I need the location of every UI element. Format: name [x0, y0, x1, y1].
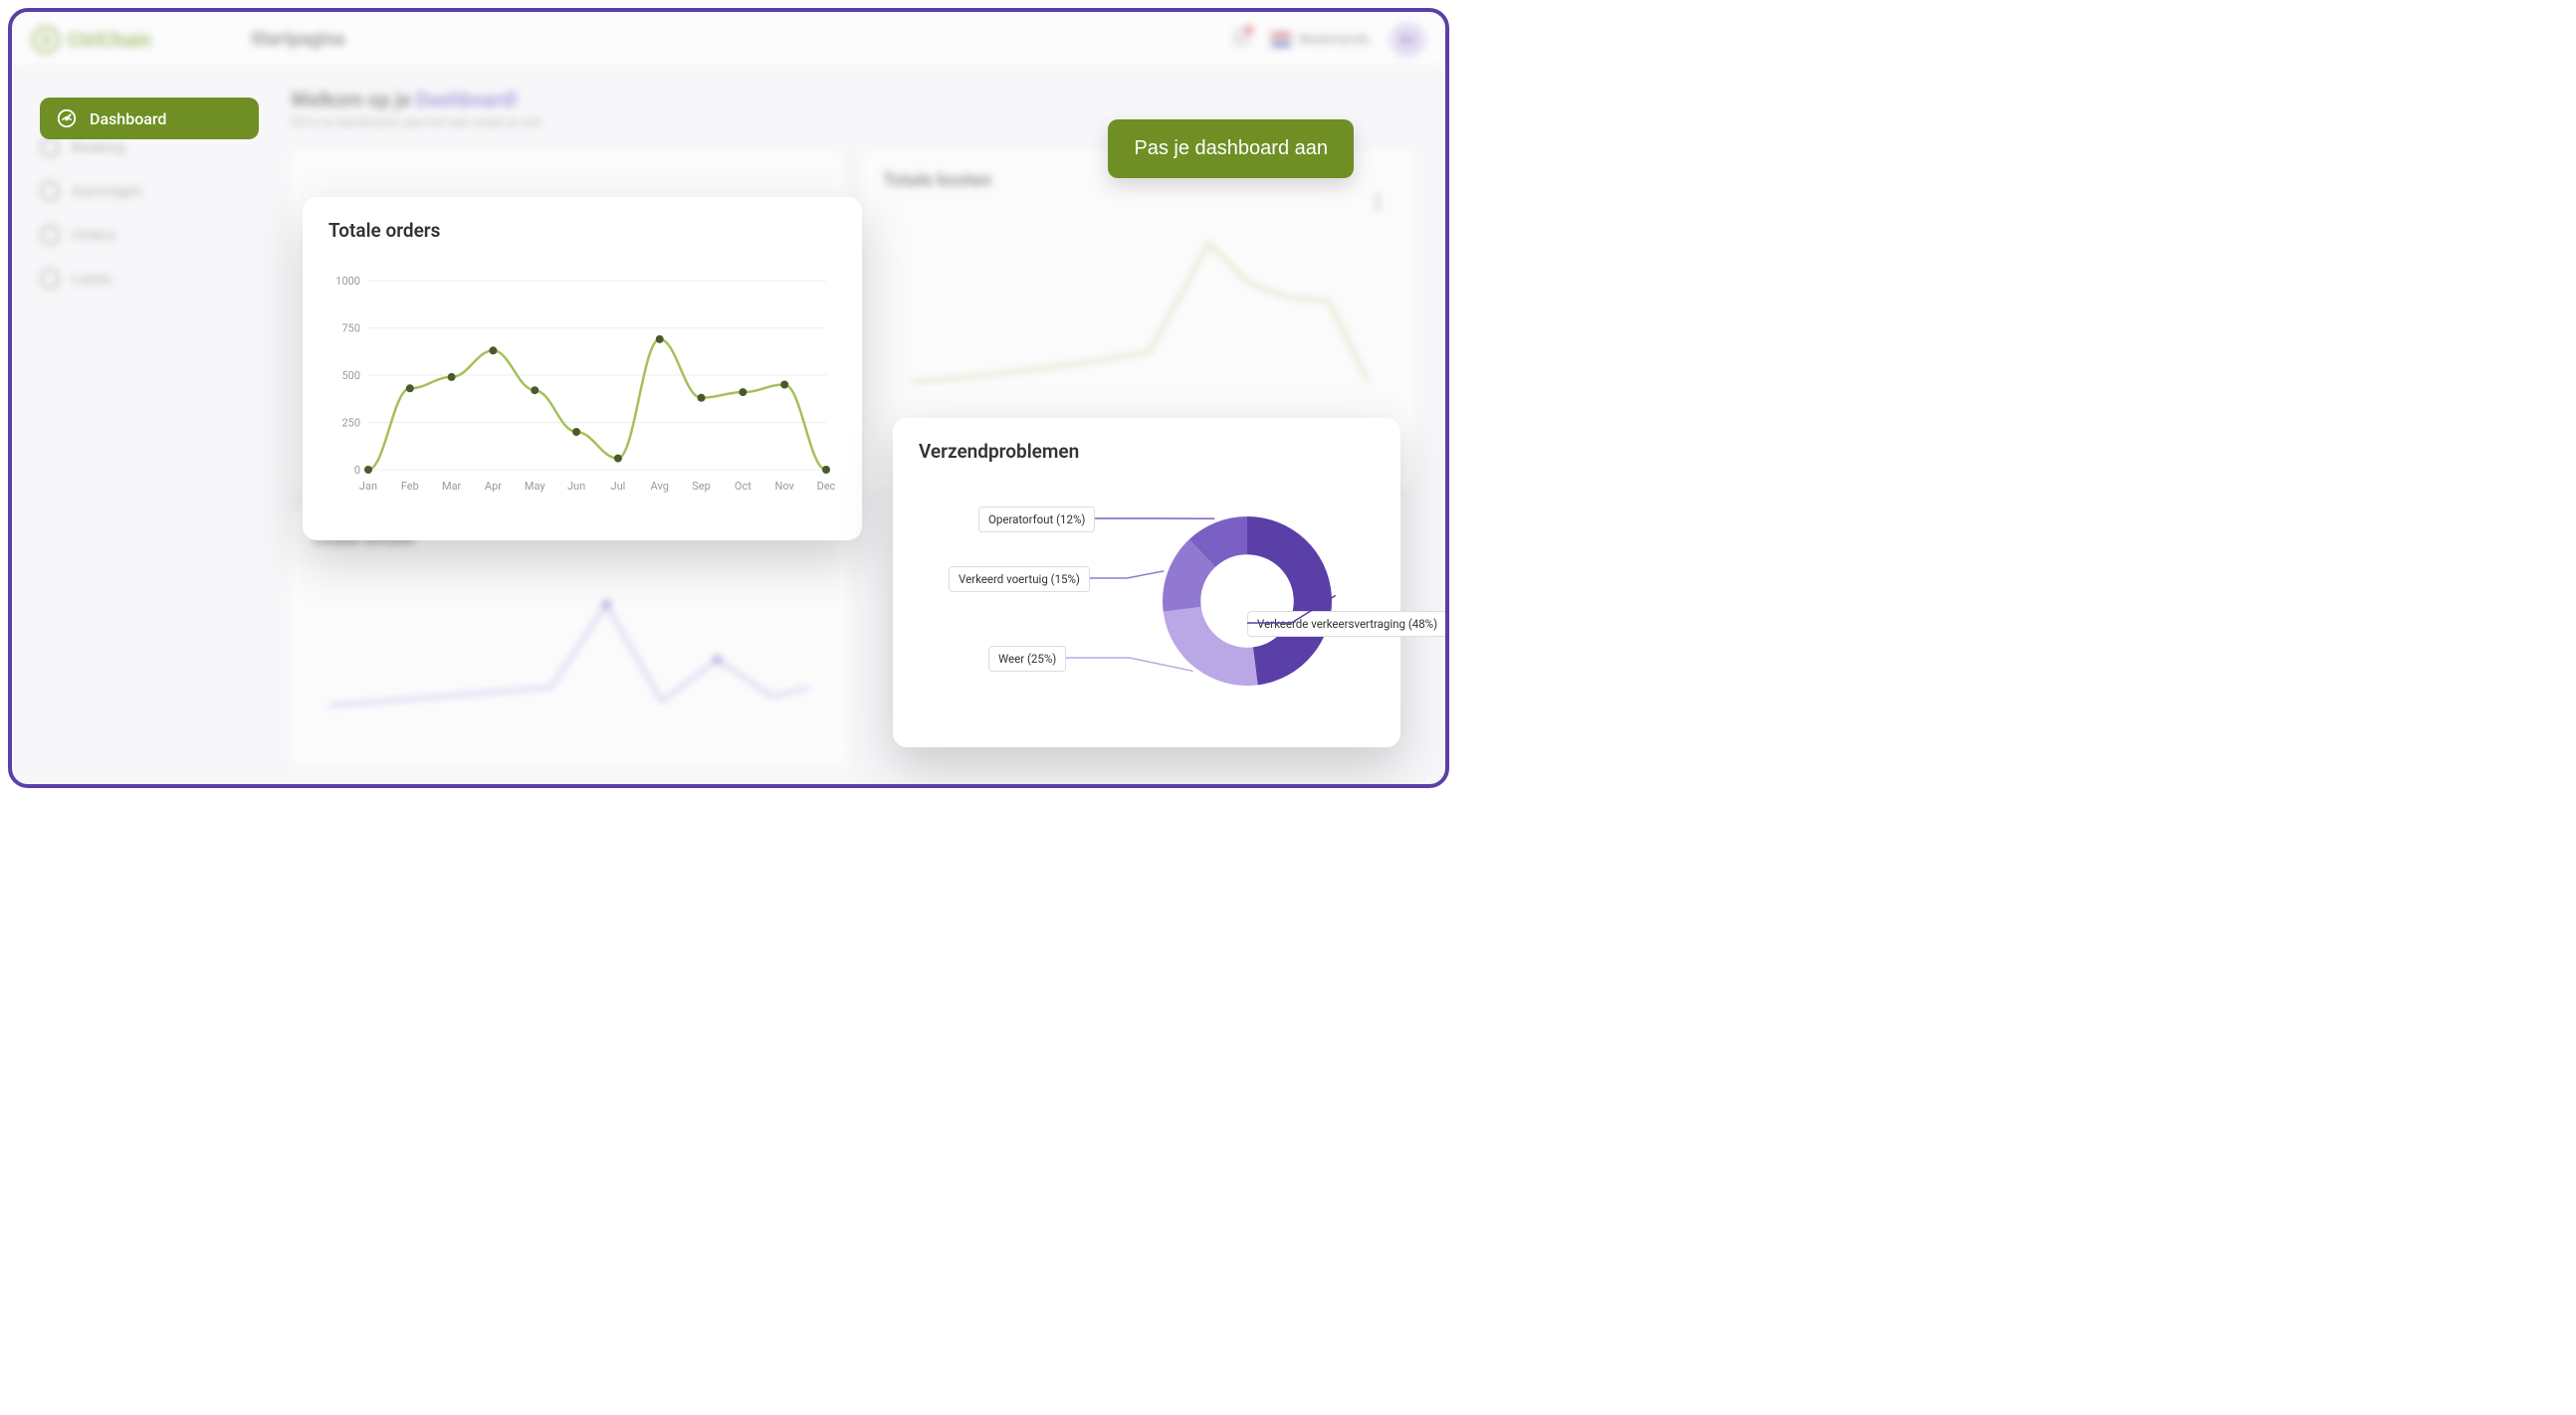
- svg-text:Sep: Sep: [692, 480, 711, 493]
- svg-text:Nov: Nov: [774, 480, 794, 493]
- donut-slice-label: Weer (25%): [988, 646, 1066, 672]
- sidebar-item-label: Dashboard: [90, 109, 166, 128]
- orders-chart-title: Totale orders: [328, 219, 836, 242]
- donut-slice-label: Verkeerde verkeersvertraging (48%): [1247, 611, 1447, 637]
- svg-text:Feb: Feb: [401, 480, 419, 493]
- donut-slice-label: Operatorfout (12%): [978, 506, 1095, 532]
- topbar: CtrlChain Startpagina Nederlands BS: [12, 12, 1445, 68]
- brand-name: CtrlChain: [68, 28, 151, 52]
- svg-text:500: 500: [341, 369, 360, 382]
- sidebar-item-dashboard[interactable]: Dashboard: [40, 98, 259, 139]
- aanvragen-icon: [40, 181, 60, 201]
- svg-text:Jan: Jan: [359, 480, 377, 493]
- svg-text:0: 0: [354, 464, 360, 477]
- orders-icon: [40, 225, 60, 245]
- customize-dashboard-button[interactable]: Pas je dashboard aan: [1108, 119, 1354, 178]
- svg-text:1000: 1000: [335, 275, 360, 288]
- logo-icon: [32, 26, 60, 54]
- sidebar-item-aanvragen[interactable]: Aanvragen: [24, 171, 249, 211]
- svg-text:Apr: Apr: [485, 480, 502, 493]
- orders-chart-card: Totale orders 0 250 500 750 1000 Jan Feb Mar Apr…: [303, 197, 862, 540]
- sidebar: placeholder Boeking Aanvragen Orders Lan…: [12, 68, 261, 784]
- lanes-icon: [40, 269, 60, 289]
- avatar[interactable]: BS: [1390, 22, 1425, 58]
- logo: CtrlChain: [32, 26, 151, 54]
- more-menu-icon[interactable]: [1366, 187, 1390, 217]
- donut-chart-title: Verzendproblemen: [919, 440, 1375, 463]
- svg-text:Jul: Jul: [611, 480, 626, 493]
- boeking-icon: [40, 137, 60, 157]
- svg-text:Avg: Avg: [651, 480, 669, 493]
- shipping-problems-card: Verzendproblemen Verkeerde verkeersvertr…: [893, 418, 1400, 747]
- language-label: Nederlands: [1299, 32, 1370, 48]
- svg-text:Dec: Dec: [817, 480, 836, 493]
- svg-text:Jun: Jun: [567, 480, 585, 493]
- page-title: Startpagina: [251, 29, 344, 50]
- dashboard-icon: [56, 107, 78, 129]
- svg-text:250: 250: [341, 417, 360, 430]
- shipping-problems-donut: Verkeerde verkeersvertraging (48%)Weer (…: [919, 477, 1375, 725]
- svg-text:Mar: Mar: [442, 480, 462, 493]
- svg-text:750: 750: [341, 322, 360, 335]
- sidebar-item-lanes[interactable]: Lanes: [24, 259, 249, 299]
- flag-nl-icon: [1271, 33, 1291, 47]
- language-selector[interactable]: Nederlands: [1271, 32, 1370, 48]
- notification-bell-icon[interactable]: [1231, 28, 1251, 52]
- svg-text:Oct: Oct: [735, 480, 751, 493]
- sidebar-item-orders[interactable]: Orders: [24, 215, 249, 255]
- orders-line-chart: 0 250 500 750 1000 Jan Feb Mar Apr May Jun Jul Avg Se…: [328, 256, 836, 514]
- donut-slice-label: Verkeerd voertuig (15%): [949, 566, 1090, 592]
- svg-text:May: May: [525, 480, 546, 493]
- bg-omzet-card: Totale omzet: [291, 508, 848, 767]
